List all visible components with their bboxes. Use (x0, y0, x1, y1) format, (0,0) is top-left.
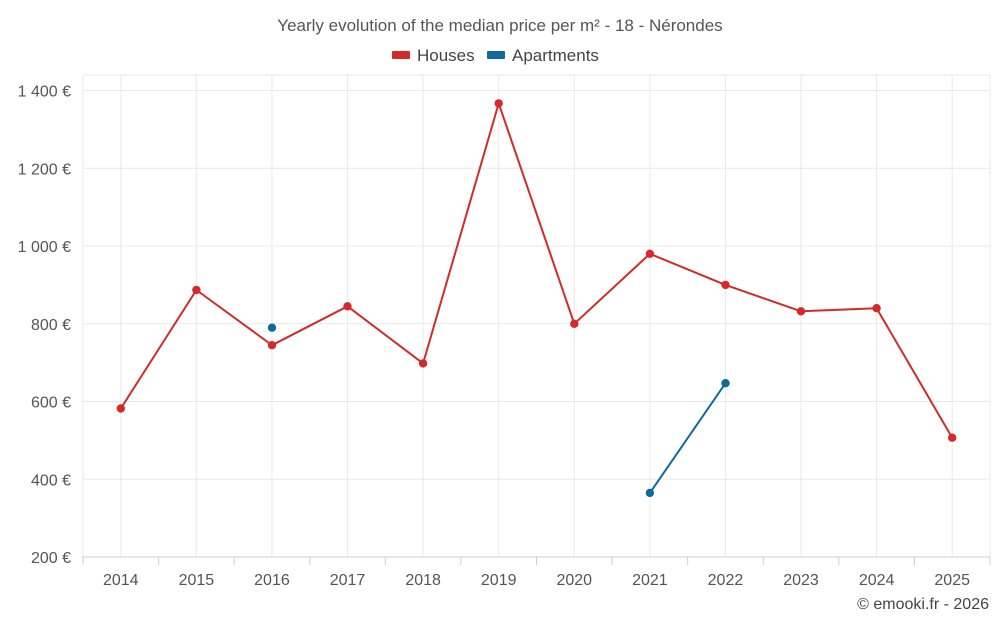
legend: Houses Apartments (392, 46, 599, 65)
x-tick-label: 2015 (179, 572, 215, 589)
data-point-houses-2021[interactable] (645, 249, 655, 258)
y-tick-label: 200 € (31, 550, 71, 567)
data-point-houses-2022[interactable] (721, 280, 730, 290)
y-tick-label: 400 € (31, 472, 71, 489)
legend-label-apartments: Apartments (512, 46, 599, 65)
x-tick-label: 2025 (934, 572, 970, 589)
x-tick-label: 2023 (783, 572, 819, 589)
y-tick-label: 800 € (31, 317, 71, 334)
y-tick-label: 1 000 € (18, 239, 71, 256)
legend-item-apartments[interactable]: Apartments (487, 46, 599, 65)
data-point-houses-2020[interactable] (570, 319, 579, 328)
axes: 200 € 400 € 600 € 800 € 1 000 € 1 200 € 1 400 … (18, 84, 991, 589)
credit-text: © emooki.fr - 2026 (857, 596, 989, 613)
data-point-apartments-2022[interactable] (721, 379, 730, 388)
legend-swatch-apartments (487, 51, 505, 59)
legend-label-houses: Houses (417, 46, 475, 65)
x-tick-label: 2021 (632, 572, 668, 589)
data-point-houses-2017[interactable] (343, 302, 352, 311)
data-point-apartments-2016[interactable] (267, 323, 277, 332)
x-tick-label: 2016 (254, 572, 290, 589)
series-line-apartments (649, 382, 727, 494)
data-point-houses-2024[interactable] (872, 304, 881, 313)
data-point-houses-2018[interactable] (418, 359, 428, 368)
y-tick-label: 1 400 € (18, 84, 71, 101)
x-tick-label: 2014 (103, 572, 139, 589)
x-tick-label: 2024 (859, 572, 895, 589)
grid (82, 74, 991, 557)
x-tick-label: 2020 (556, 572, 592, 589)
chart-title: Yearly evolution of the median price per… (277, 16, 722, 35)
legend-swatch-houses (392, 51, 410, 59)
y-tick-label: 1 200 € (18, 161, 71, 178)
data-point-houses-2025[interactable] (948, 433, 957, 442)
data-point-houses-2019[interactable] (494, 99, 503, 108)
y-tick-label: 600 € (31, 395, 71, 412)
series-houses (116, 99, 957, 442)
x-tick-label: 2018 (405, 572, 441, 589)
x-tick-label: 2019 (481, 572, 517, 589)
series-apartments (267, 323, 730, 498)
x-tick-label: 2017 (330, 572, 366, 589)
data-point-houses-2015[interactable] (192, 285, 201, 295)
data-point-apartments-2021[interactable] (645, 488, 655, 498)
data-point-houses-2014[interactable] (116, 404, 126, 413)
x-tick-label: 2022 (708, 572, 744, 589)
data-point-houses-2016[interactable] (267, 341, 277, 350)
legend-item-houses[interactable]: Houses (392, 46, 475, 65)
series-line-houses (119, 102, 954, 439)
data-point-houses-2023[interactable] (796, 307, 806, 316)
series (116, 99, 957, 498)
